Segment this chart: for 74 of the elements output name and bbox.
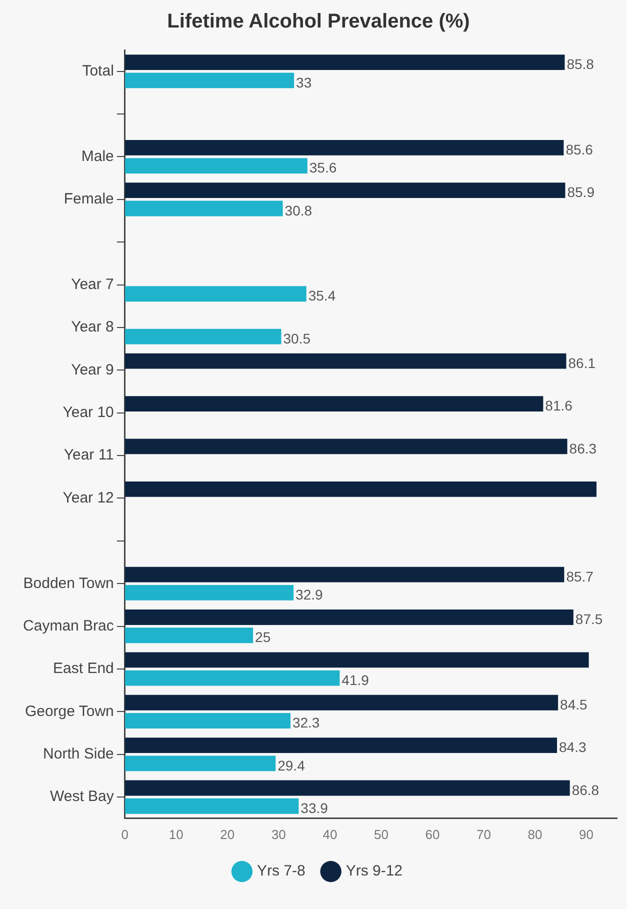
y-tick-label: Year 12 bbox=[62, 489, 114, 506]
bar bbox=[124, 286, 306, 302]
bar bbox=[124, 328, 282, 344]
x-tick-label: 60 bbox=[425, 826, 440, 842]
bar bbox=[124, 584, 294, 600]
bar bbox=[124, 713, 290, 728]
bar bbox=[124, 652, 589, 668]
x-tick-label: 70 bbox=[476, 826, 491, 842]
bar bbox=[124, 353, 566, 369]
legend-label: Yrs 7-8 bbox=[256, 862, 306, 880]
bar bbox=[124, 438, 568, 454]
bar bbox=[124, 396, 544, 412]
data-label: 30.5 bbox=[283, 330, 311, 346]
data-label: 35.6 bbox=[309, 160, 337, 176]
bar bbox=[124, 780, 570, 796]
data-label: 84.3 bbox=[559, 739, 586, 756]
y-tick-label: Cayman Brac bbox=[23, 617, 114, 634]
data-label: 29.4 bbox=[278, 757, 306, 774]
bar bbox=[124, 798, 299, 814]
y-tick-label: Male bbox=[81, 148, 114, 165]
y-tick-label: Bodden Town bbox=[23, 574, 114, 592]
data-label: 32.3 bbox=[292, 714, 320, 731]
y-tick-label: Year 10 bbox=[62, 404, 114, 421]
bar bbox=[124, 54, 565, 70]
y-tick-label: Year 11 bbox=[64, 446, 114, 464]
bar bbox=[124, 670, 340, 686]
x-tick-label: 20 bbox=[220, 826, 235, 842]
y-tick-label: Female bbox=[64, 190, 114, 208]
y-tick-label: North Side bbox=[43, 746, 114, 763]
y-tick-label: Year 9 bbox=[71, 361, 114, 378]
data-label: 35.4 bbox=[308, 288, 336, 304]
data-label: 84.5 bbox=[560, 696, 588, 712]
bar bbox=[124, 566, 564, 582]
bar bbox=[124, 610, 574, 625]
data-label: 85.6 bbox=[566, 142, 594, 158]
data-label: 86.1 bbox=[568, 354, 596, 371]
y-tick-label: Total bbox=[82, 62, 114, 80]
y-tick-label: Year 8 bbox=[71, 318, 114, 336]
data-label: 32.9 bbox=[296, 586, 324, 603]
y-tick-label: George Town bbox=[24, 702, 114, 720]
bar bbox=[124, 200, 283, 216]
data-label: 30.8 bbox=[284, 202, 312, 218]
y-tick-label: East End bbox=[53, 660, 114, 678]
chart-title: Lifetime Alcohol Prevalence (%) bbox=[167, 10, 470, 33]
bar bbox=[124, 182, 566, 198]
x-tick-label: 80 bbox=[528, 826, 542, 842]
data-label: 87.5 bbox=[575, 611, 603, 628]
x-tick-label: 90 bbox=[579, 826, 594, 842]
data-label: 33.9 bbox=[300, 800, 328, 816]
bar bbox=[124, 158, 308, 174]
data-label: 86.8 bbox=[572, 782, 600, 798]
x-tick-label: 30 bbox=[271, 826, 286, 842]
legend-label: Yrs 9-12 bbox=[346, 862, 403, 880]
data-label: 81.6 bbox=[545, 398, 573, 414]
x-tick-label: 40 bbox=[322, 826, 338, 842]
data-label: 41.9 bbox=[342, 672, 370, 688]
bar bbox=[124, 481, 596, 497]
x-tick-label: 50 bbox=[374, 826, 388, 842]
bar bbox=[124, 628, 254, 644]
y-tick-label: Year 7 bbox=[71, 276, 114, 293]
data-label: 86.3 bbox=[569, 440, 597, 456]
y-tick-label: West Bay bbox=[50, 788, 114, 806]
bar bbox=[124, 694, 558, 710]
bar bbox=[124, 738, 558, 754]
x-tick-label: 0 bbox=[121, 826, 129, 842]
data-label: 85.8 bbox=[566, 56, 594, 72]
bar bbox=[124, 72, 294, 88]
data-label: 33 bbox=[296, 74, 312, 90]
data-label: 25 bbox=[255, 629, 271, 646]
bar bbox=[124, 756, 276, 772]
data-label: 85.7 bbox=[566, 568, 594, 584]
bar bbox=[124, 140, 564, 156]
data-label: 85.9 bbox=[567, 184, 595, 200]
x-tick-label: 10 bbox=[168, 826, 184, 842]
